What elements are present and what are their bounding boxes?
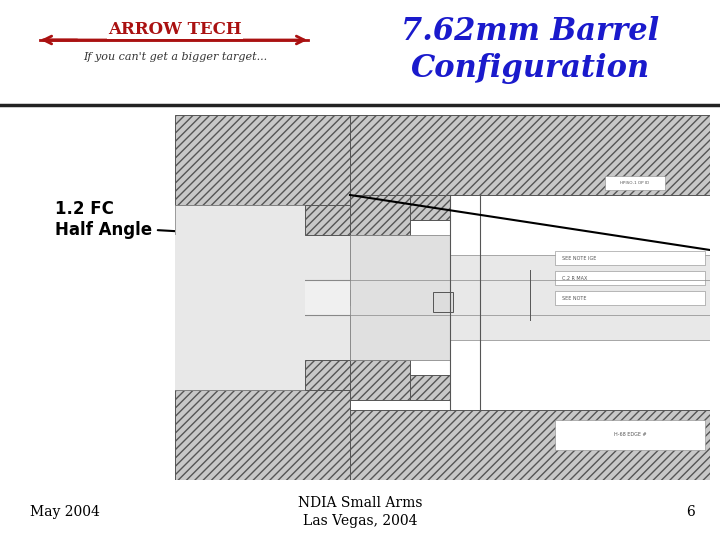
Text: 6: 6: [686, 505, 695, 519]
Text: 7.62mm Barrel: 7.62mm Barrel: [401, 17, 659, 48]
Text: Configuration: Configuration: [410, 52, 649, 84]
Bar: [175, 280, 710, 315]
Bar: [410, 195, 450, 220]
Bar: [350, 360, 410, 400]
Bar: [555, 271, 705, 285]
Bar: [410, 375, 450, 400]
Text: H-68 EDGE #: H-68 EDGE #: [613, 433, 647, 437]
Bar: [195, 285, 230, 310]
Bar: [450, 255, 710, 340]
Text: If you can't get a bigger target...: If you can't get a bigger target...: [83, 52, 267, 62]
Text: C.2 R MAX: C.2 R MAX: [562, 275, 588, 280]
Text: HPISO-1 OP ID: HPISO-1 OP ID: [621, 181, 649, 185]
Bar: [555, 291, 705, 305]
Bar: [175, 235, 305, 390]
Bar: [555, 420, 705, 450]
Text: SEE NOTE IGE: SEE NOTE IGE: [562, 255, 596, 260]
Bar: [305, 360, 350, 390]
Text: 1.2 FC
Half Angle: 1.2 FC Half Angle: [55, 200, 152, 239]
Text: NDIA Small Arms
Las Vegas, 2004: NDIA Small Arms Las Vegas, 2004: [298, 496, 422, 528]
Bar: [350, 115, 710, 195]
Bar: [433, 292, 453, 312]
Bar: [555, 251, 705, 265]
Text: SEE NOTE: SEE NOTE: [562, 295, 587, 300]
Bar: [305, 205, 350, 235]
Bar: [175, 115, 350, 205]
Bar: [175, 390, 350, 480]
Bar: [350, 290, 710, 305]
Bar: [175, 205, 350, 390]
Bar: [350, 235, 450, 360]
Text: ARROW TECH: ARROW TECH: [108, 21, 242, 38]
Bar: [350, 195, 410, 235]
Text: May 2004: May 2004: [30, 505, 100, 519]
Bar: [350, 410, 710, 480]
Bar: [605, 176, 665, 190]
